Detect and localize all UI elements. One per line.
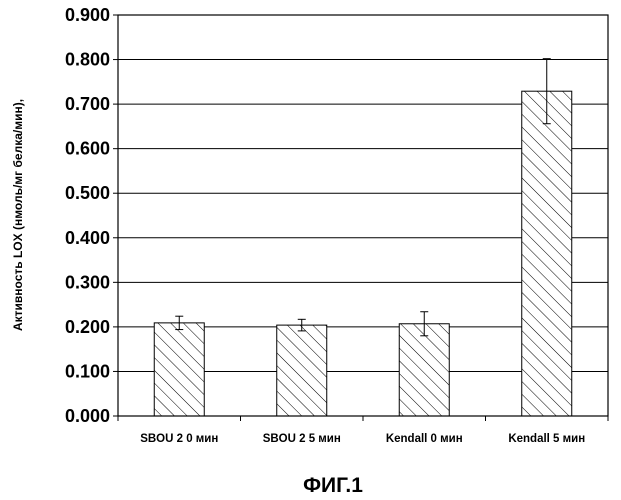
x-category-labels: SBOU 2 0 мин SBOU 2 5 мин Kendall 0 мин Ken… [118, 416, 608, 445]
y-tick-label: 0.200 [65, 317, 110, 337]
figure-caption: ФИГ.1 [303, 474, 363, 497]
y-tick-labels: 0.000 0.100 0.200 0.300 0.400 0.500 0.600 0.700… [65, 5, 118, 426]
bar [522, 91, 572, 416]
x-category-label: SBOU 2 0 мин [140, 433, 218, 445]
y-tick-label: 0.000 [65, 406, 110, 426]
bar [277, 325, 327, 416]
x-category-label: Kendall 5 мин [508, 433, 585, 445]
y-tick-label: 0.700 [65, 94, 110, 114]
y-tick-label: 0.900 [65, 5, 110, 25]
y-tick-label: 0.600 [65, 139, 110, 159]
error-bars [175, 59, 551, 336]
y-tick-label: 0.400 [65, 228, 110, 248]
y-axis-title: Активность LOX (нмоль/мг белка/мин), [11, 99, 25, 331]
x-category-label: Kendall 0 мин [386, 433, 463, 445]
y-tick-label: 0.100 [65, 361, 110, 381]
bar [399, 324, 449, 416]
bar [154, 323, 204, 416]
x-category-label: SBOU 2 5 мин [263, 433, 341, 445]
bars [154, 91, 572, 416]
y-tick-label: 0.800 [65, 50, 110, 70]
y-tick-label: 0.500 [65, 183, 110, 203]
y-tick-label: 0.300 [65, 272, 110, 292]
